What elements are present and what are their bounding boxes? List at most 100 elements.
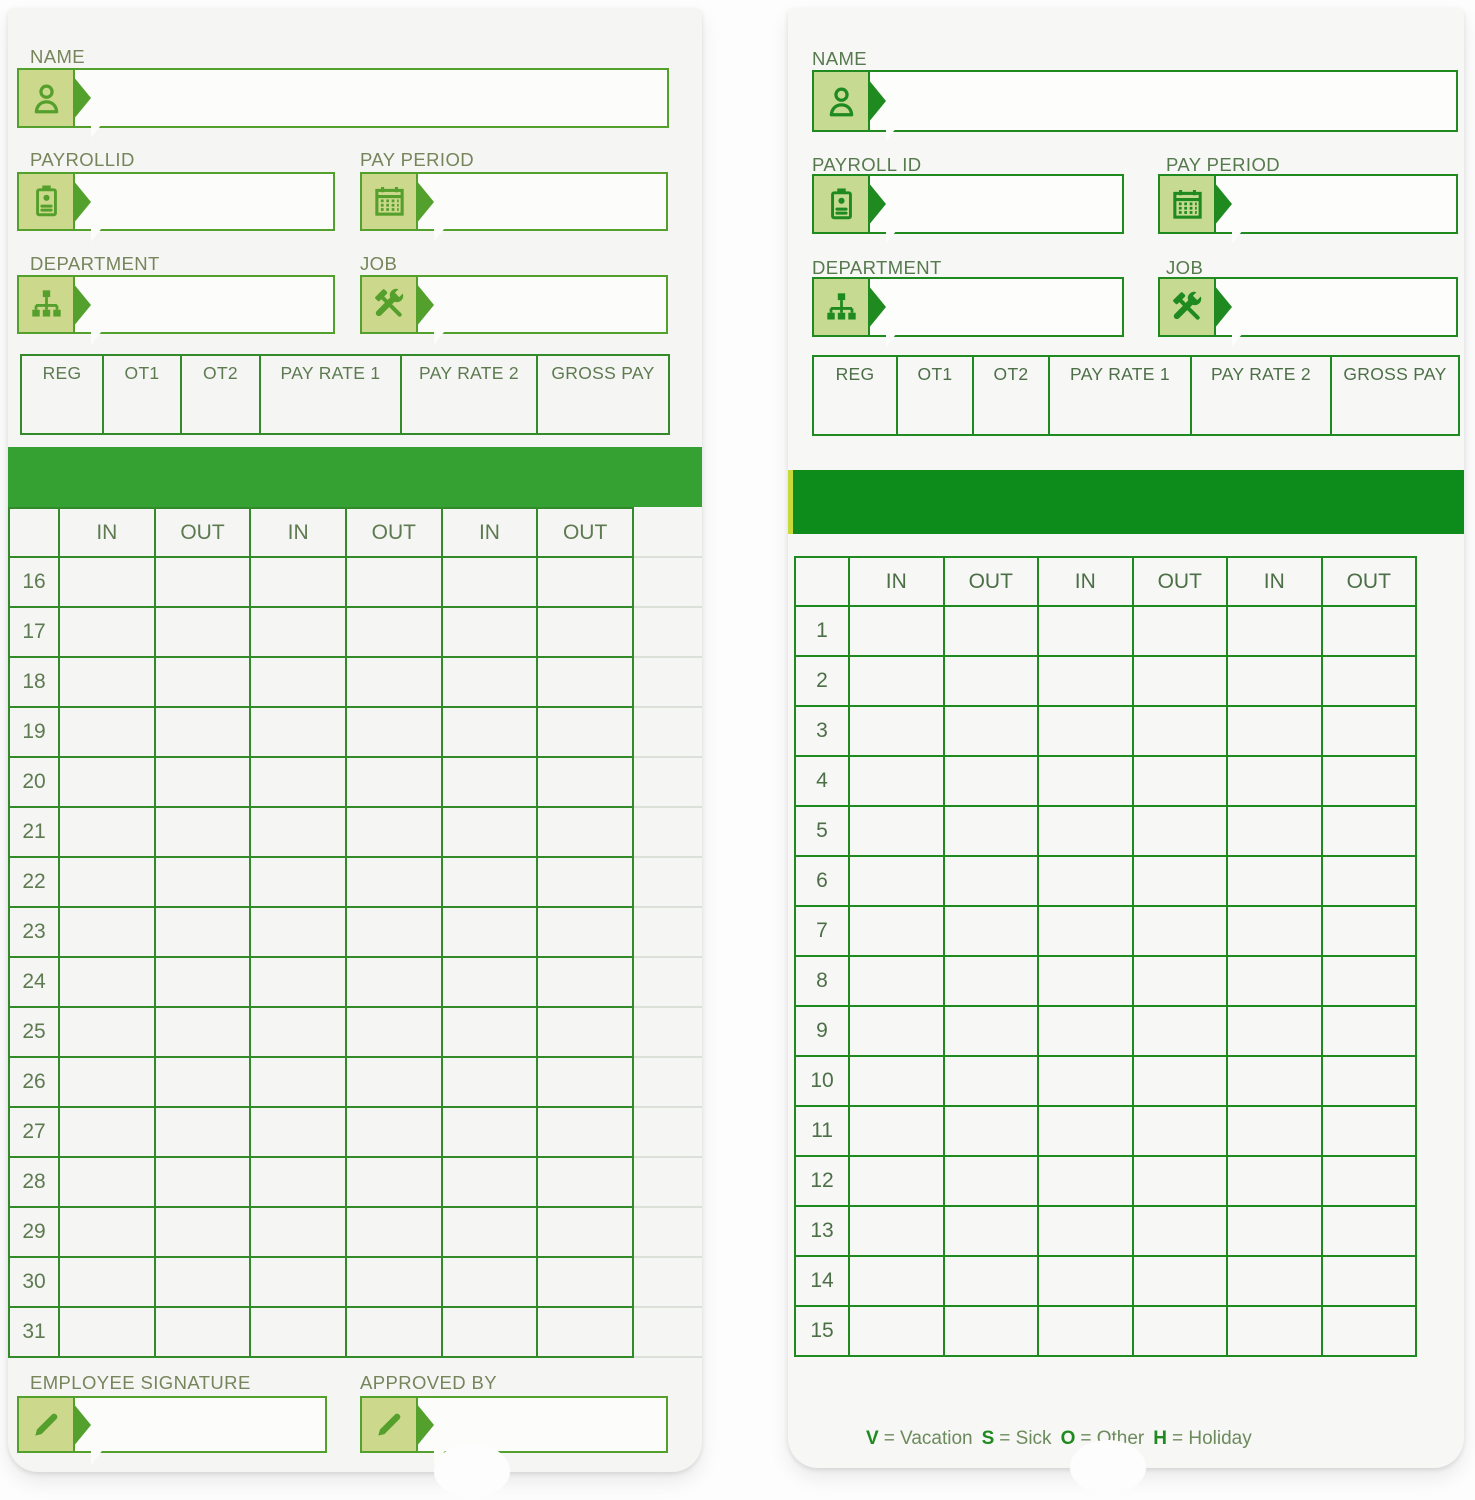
punch-cell: [1131, 1155, 1228, 1207]
day-cell: 19: [8, 706, 60, 758]
punch-cell: [1320, 1255, 1417, 1307]
green-divider-stripe: [788, 470, 1464, 534]
punch-cell: [1131, 1005, 1228, 1057]
punch-cell: [1226, 1305, 1323, 1357]
punch-cell: [344, 856, 443, 908]
id-badge-icon: [823, 186, 860, 223]
punch-cell: [1131, 805, 1228, 857]
punch-cell: [1226, 605, 1323, 657]
punch-cell: [344, 1206, 443, 1258]
punch-cell: [1131, 1105, 1228, 1157]
punch-cell: [536, 906, 634, 958]
punch-cell: [1320, 1205, 1417, 1257]
punch-cell: [440, 1256, 539, 1308]
green-divider-stripe: [8, 447, 702, 507]
tools-icon: [1169, 289, 1206, 326]
punch-cell: [1320, 1105, 1417, 1157]
punch-cell: [1037, 705, 1134, 757]
punch-cell: [1226, 905, 1323, 957]
punch-cell: [1037, 605, 1134, 657]
punch-cell: [249, 1006, 347, 1058]
faint-row-lines: [634, 556, 702, 1358]
day-cell: 7: [794, 905, 850, 957]
punch-cell: [344, 956, 443, 1008]
punch-cell: [153, 806, 252, 858]
punch-cell: [249, 1206, 347, 1258]
department-label: DEPARTMENT: [30, 253, 160, 274]
punch-cell: [249, 1256, 347, 1308]
punch-row: 1: [794, 605, 1417, 657]
legend-text: = Vacation: [883, 1428, 973, 1449]
punch-cell: [153, 1156, 252, 1208]
punch-cell: [1226, 1155, 1323, 1207]
punch-row: 28: [8, 1156, 634, 1208]
punch-header-row: IN OUT IN OUT IN OUT: [8, 507, 634, 558]
punch-row: 3: [794, 705, 1417, 757]
punch-cell: [1131, 1305, 1228, 1357]
job-field-tab: [1160, 279, 1232, 335]
punch-cell: [440, 756, 539, 808]
punch-col-header: OUT: [1131, 556, 1228, 607]
org-chart-icon: [823, 289, 860, 326]
name-field-tab: [19, 70, 91, 126]
punch-cell: [942, 755, 1039, 807]
punch-grid: IN OUT IN OUT IN OUT 16: [8, 507, 634, 1358]
punch-col-header: OUT: [536, 507, 634, 558]
punch-cell: [344, 1156, 443, 1208]
punch-row: 10: [794, 1055, 1417, 1107]
punch-cell: [1037, 955, 1134, 1007]
punch-col-header: IN: [440, 507, 539, 558]
punch-cell: [249, 1156, 347, 1208]
absence-code-legend: V = Vacation S = Sick O = Other H = Holiday: [866, 1428, 1261, 1450]
punch-col-header: IN: [58, 507, 156, 558]
punch-cell: [942, 805, 1039, 857]
day-cell: 28: [8, 1156, 60, 1208]
legend-text: = Holiday: [1171, 1428, 1252, 1449]
pay-col-header: GROSS PAY: [536, 354, 670, 435]
punch-cell: [58, 1256, 156, 1308]
day-cell: 26: [8, 1056, 60, 1108]
punch-cell: [153, 706, 252, 758]
department-field: [17, 275, 335, 334]
punch-cell: [942, 1105, 1039, 1157]
punch-cell: [1226, 1205, 1323, 1257]
punch-cell: [1131, 905, 1228, 957]
punch-cell: [1037, 905, 1134, 957]
pay-period-label: PAY PERIOD: [360, 149, 475, 170]
punch-cell: [1037, 1255, 1134, 1307]
punch-cell: [440, 606, 539, 658]
punch-row: 21: [8, 806, 634, 858]
punch-cell: [249, 1056, 347, 1108]
punch-cell: [153, 556, 252, 608]
day-col-header: [794, 556, 850, 607]
pay-col-header: REG: [20, 354, 104, 435]
org-chart-icon: [28, 286, 65, 323]
punch-cell: [942, 1305, 1039, 1357]
punch-cell: [1037, 855, 1134, 907]
bottom-notch: [1070, 1440, 1146, 1494]
punch-cell: [58, 656, 156, 708]
day-cell: 23: [8, 906, 60, 958]
stripe-print-sliver: [788, 470, 793, 534]
punch-row: 16: [8, 556, 634, 608]
punch-cell: [1131, 755, 1228, 807]
day-cell: 1: [794, 605, 850, 657]
person-icon: [823, 83, 860, 120]
punch-cell: [58, 1206, 156, 1258]
punch-cell: [1131, 655, 1228, 707]
signature-field-tab: [19, 1398, 91, 1451]
punch-header-row: IN OUT IN OUT IN OUT: [794, 556, 1417, 607]
punch-cell: [440, 1056, 539, 1108]
name-field-tab: [814, 72, 886, 130]
punch-row: 2: [794, 655, 1417, 707]
punch-cell: [440, 1106, 539, 1158]
punch-cell: [848, 855, 945, 907]
punch-cell: [536, 1206, 634, 1258]
punch-cell: [1320, 955, 1417, 1007]
punch-cell: [1226, 855, 1323, 907]
legend-key: H: [1153, 1428, 1167, 1449]
punch-cell: [1320, 1305, 1417, 1357]
punch-cell: [1226, 1105, 1323, 1157]
day-cell: 18: [8, 656, 60, 708]
punch-col-header: OUT: [1320, 556, 1417, 607]
